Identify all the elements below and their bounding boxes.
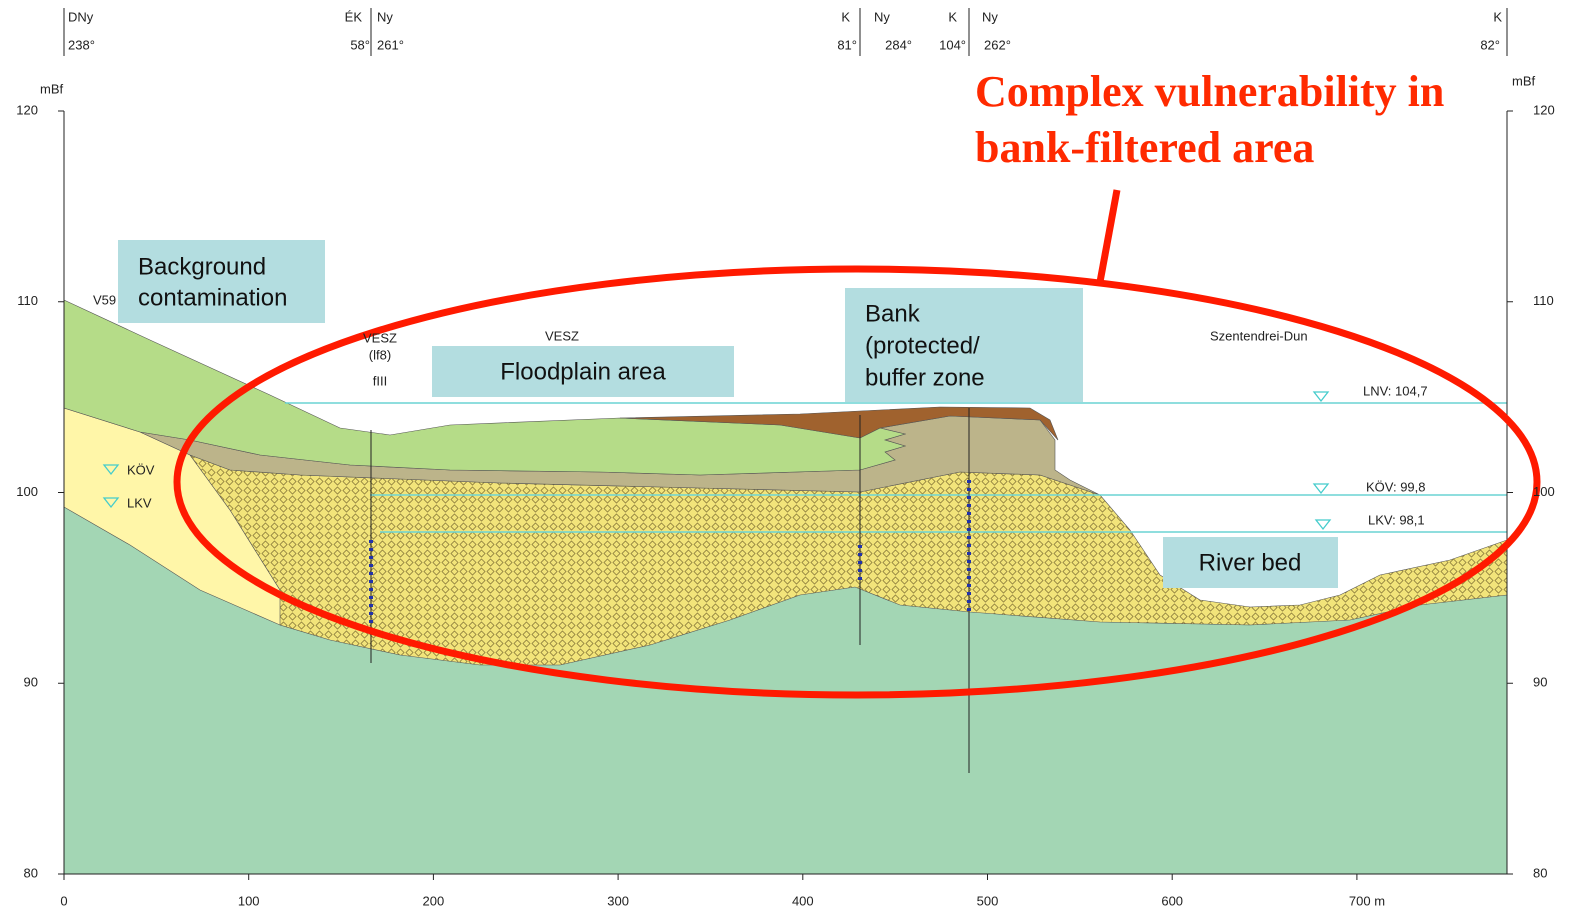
water-symbol (1316, 520, 1330, 529)
y-tick-label: 110 (1533, 293, 1554, 308)
map-label: VESZ (363, 330, 397, 345)
header-label: 262° (984, 37, 1011, 52)
map-label: VESZ (545, 328, 579, 343)
pointer (1100, 190, 1117, 282)
header-label: Ny (377, 9, 393, 24)
box-text: Floodplain area (500, 358, 666, 385)
y-tick-label: 90 (24, 675, 38, 690)
header-label: 238° (68, 37, 95, 52)
axis-unit: mBf (1512, 73, 1536, 88)
water-label: KÖV: 99,8 (1366, 479, 1426, 494)
y-tick-label: 80 (24, 865, 38, 880)
y-tick-label: 110 (17, 293, 38, 308)
y-tick-label: 120 (1533, 102, 1555, 117)
x-tick-label: 600 (1161, 893, 1183, 908)
y-tick-label: 120 (16, 102, 38, 117)
water-label: LKV: 98,1 (1368, 512, 1425, 527)
water-symbol (1314, 392, 1328, 401)
y-tick-label: 90 (1533, 675, 1547, 690)
header-label: ÉK (345, 9, 363, 24)
header-label: DNy (68, 9, 94, 24)
box-text: (protected/ (865, 332, 980, 359)
title-line: Complex vulnerability in (975, 67, 1444, 116)
header-label: K (1493, 9, 1502, 24)
header-label: K (948, 9, 957, 24)
map-label: V59 (93, 292, 116, 307)
x-tick-label: 0 (60, 893, 67, 908)
y-tick-label: 100 (16, 484, 38, 499)
header-label: 261° (377, 37, 404, 52)
title-line: bank-filtered area (975, 123, 1314, 172)
x-tick-label: 400 (792, 893, 814, 908)
header-label: 58° (350, 37, 370, 52)
x-tick-label: 100 (238, 893, 260, 908)
water-symbol (1314, 484, 1328, 493)
axis-unit: mBf (40, 81, 64, 96)
box-text: Background (138, 253, 266, 280)
x-tick-label: 200 (423, 893, 445, 908)
header-label: Ny (874, 9, 890, 24)
box-text: contamination (138, 284, 287, 311)
map-label: Szentendrei-Dun (1210, 328, 1308, 343)
x-tick-label: 700 m (1349, 893, 1385, 908)
y-tick-label: 80 (1533, 865, 1547, 880)
header-label: 81° (837, 37, 857, 52)
map-label: fIII (373, 373, 387, 388)
cross-section: mBf mBf Complex vulnerability in bank-fi… (0, 0, 1578, 916)
header-label: 104° (939, 37, 966, 52)
x-tick-label: 300 (607, 893, 629, 908)
water-label: LNV: 104,7 (1363, 383, 1428, 398)
header-label: 284° (885, 37, 912, 52)
box-text: buffer zone (865, 364, 985, 391)
header-label: K (841, 9, 850, 24)
box-text: Bank (865, 300, 921, 327)
header-label: 82° (1480, 37, 1500, 52)
y-tick-label: 100 (1533, 484, 1555, 499)
x-tick-label: 500 (977, 893, 999, 908)
map-label: (lf8) (369, 347, 391, 362)
water-label: LKV (127, 495, 152, 510)
header-label: Ny (982, 9, 998, 24)
water-label: KÖV (127, 462, 155, 477)
box-text: River bed (1199, 549, 1302, 576)
